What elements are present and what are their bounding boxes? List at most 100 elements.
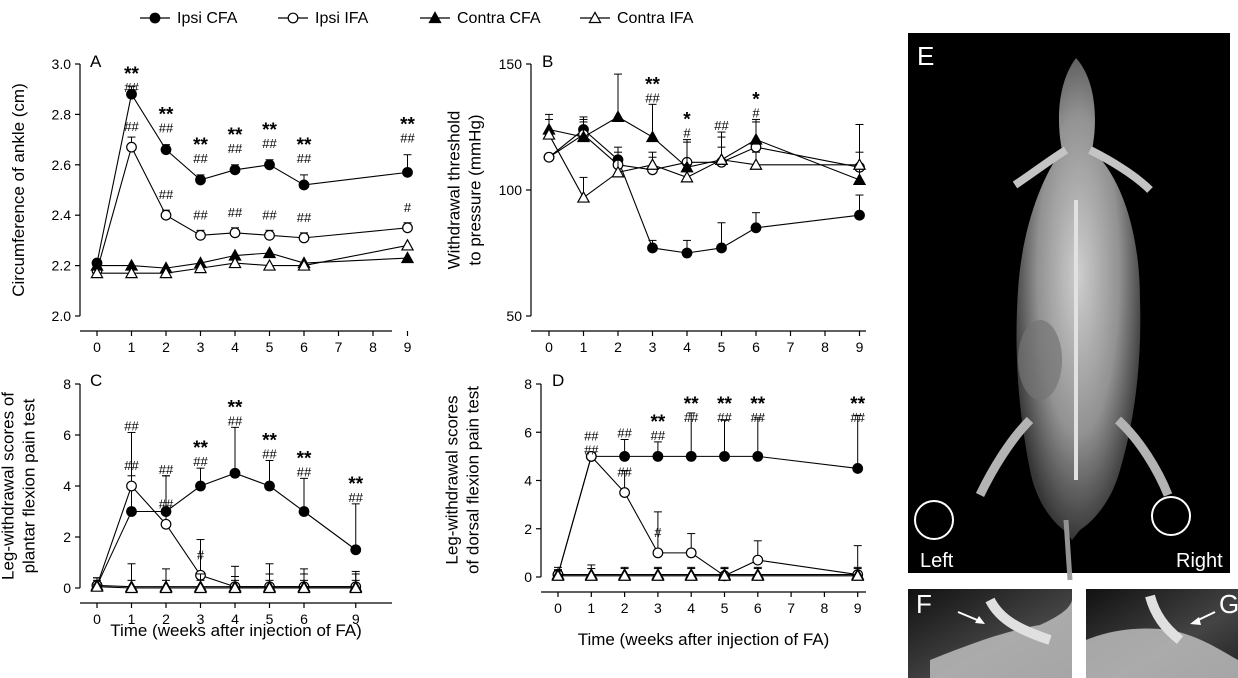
x-tick-label: 8 xyxy=(369,339,377,355)
data-point xyxy=(297,581,311,594)
significance-hash: ## xyxy=(297,464,312,479)
panel-letter: C xyxy=(90,371,102,390)
data-point xyxy=(714,152,729,165)
x-tick-label: 4 xyxy=(231,339,239,355)
data-point xyxy=(543,151,555,163)
legend-marker xyxy=(149,12,161,24)
significance-stars: ** xyxy=(850,394,865,415)
data-point xyxy=(584,568,598,581)
x-tick-label: 8 xyxy=(821,600,829,616)
significance-hash: ## xyxy=(159,121,174,136)
significance-hash: ## xyxy=(645,90,660,105)
significance-stars: ** xyxy=(159,105,174,126)
series-line xyxy=(557,455,858,577)
x-tick-label: 5 xyxy=(718,339,726,355)
y-axis-label: Leg-withdrawal scores xyxy=(443,395,462,564)
significance-stars: ** xyxy=(262,431,277,452)
data-point xyxy=(617,568,632,581)
y-tick-label: 2.8 xyxy=(52,106,72,122)
inset-f-label: F xyxy=(916,589,932,619)
x-tick-label: 5 xyxy=(266,611,274,627)
data-point xyxy=(126,506,137,517)
data-point xyxy=(195,480,206,492)
data-point xyxy=(716,242,727,254)
data-point xyxy=(262,258,277,271)
significance-hash-lower: ## xyxy=(262,207,277,222)
series-line xyxy=(548,128,860,254)
data-point xyxy=(402,166,413,178)
significance-hash: ## xyxy=(850,410,865,425)
y-tick-label: 2.2 xyxy=(52,258,72,274)
legend-marker xyxy=(588,11,602,24)
data-point xyxy=(350,544,362,556)
x-tick-label: 7 xyxy=(787,600,795,616)
xray-inset-g: G xyxy=(1086,589,1238,678)
x-tick-label: 3 xyxy=(649,339,657,355)
data-point xyxy=(126,480,137,492)
data-point xyxy=(298,179,310,191)
significance-hash: ## xyxy=(717,410,732,425)
data-point xyxy=(298,506,310,517)
significance-hash: ## xyxy=(400,131,415,146)
significance-hash-lower: ## xyxy=(159,496,174,511)
data-point xyxy=(159,266,173,279)
y-tick-label: 2.0 xyxy=(52,308,72,324)
significance-stars: * xyxy=(752,89,760,110)
series-line xyxy=(548,134,860,199)
data-point xyxy=(262,246,277,259)
series-contra-cfa xyxy=(551,564,865,580)
data-point xyxy=(160,144,172,156)
x-tick-label: 3 xyxy=(654,600,662,616)
series-line xyxy=(97,252,408,269)
data-point xyxy=(160,209,172,221)
data-point xyxy=(651,568,665,581)
significance-hash: ## xyxy=(262,136,277,151)
data-point xyxy=(264,159,275,171)
x-tick-label: 9 xyxy=(352,611,360,627)
data-point xyxy=(551,568,565,581)
x-tick-label: 9 xyxy=(856,339,864,355)
y-axis-label: Withdrawal threshold xyxy=(445,111,464,270)
legend-label: Ipsi CFA xyxy=(177,10,238,27)
series-ipsi-cfa xyxy=(552,412,864,580)
series-line xyxy=(96,92,408,264)
xray-right-label: Right xyxy=(1176,550,1223,572)
y-tick-label: 2.4 xyxy=(52,207,72,223)
data-point xyxy=(611,110,625,123)
legend-label: Contra CFA xyxy=(457,10,541,27)
x-axis-label: Time (weeks after injection of FA) xyxy=(578,630,830,649)
data-point xyxy=(852,173,867,185)
legend-marker xyxy=(428,11,442,24)
y-tick-label: 3.0 xyxy=(52,56,72,72)
significance-stars: ** xyxy=(297,135,312,156)
series-line xyxy=(557,455,858,575)
series-line xyxy=(96,145,408,271)
data-point xyxy=(852,463,864,474)
xray-left-label: Left xyxy=(920,550,954,572)
series-line xyxy=(96,484,356,588)
significance-hash: ## xyxy=(193,151,208,166)
series-contra-ifa xyxy=(542,118,867,203)
significance-stars: ** xyxy=(750,394,765,415)
x-tick-label: 6 xyxy=(754,600,762,616)
series-line xyxy=(96,584,356,588)
x-tick-label: 6 xyxy=(300,611,308,627)
x-tick-label: 5 xyxy=(721,600,729,616)
significance-hash: # xyxy=(752,105,760,120)
chart-panel-c: 0 2 4 6 8 0 1 2 3 4 5 6 9 C Leg-withdrawal scores of pl… xyxy=(0,371,392,640)
legend-item-1: Ipsi IFA xyxy=(278,10,369,27)
significance-hash: ## xyxy=(651,428,666,443)
data-point xyxy=(193,261,208,274)
data-point xyxy=(645,130,660,143)
data-point xyxy=(400,238,415,251)
significance-hash-lower: # xyxy=(404,200,412,215)
series-line xyxy=(96,472,357,586)
x-tick-label: 6 xyxy=(300,339,308,355)
y-tick-label: 50 xyxy=(506,308,522,324)
significance-hash-lower: ## xyxy=(159,187,174,202)
data-point xyxy=(298,232,310,244)
x-tick-label: 0 xyxy=(554,600,562,616)
data-point xyxy=(126,88,137,100)
data-point xyxy=(645,157,660,170)
data-point xyxy=(228,581,242,594)
